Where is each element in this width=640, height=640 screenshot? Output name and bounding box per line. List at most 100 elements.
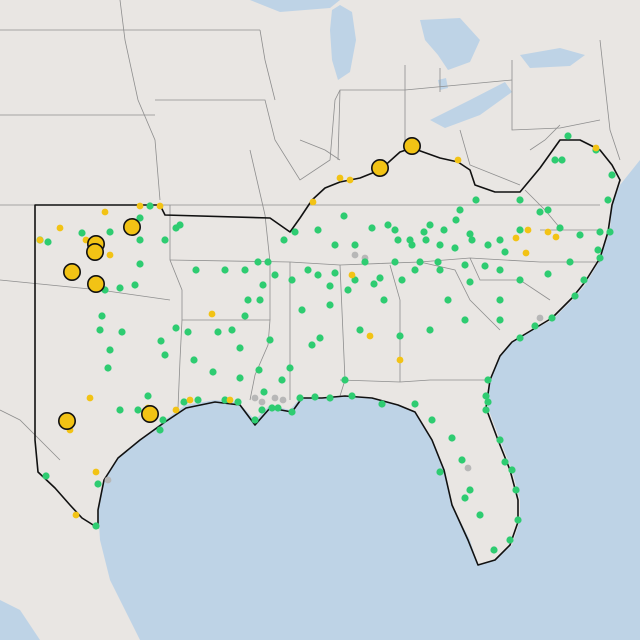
site-marker-green[interactable] (396, 332, 404, 340)
site-marker-large[interactable] (370, 159, 389, 178)
site-marker-green[interactable] (452, 216, 460, 224)
site-marker-green[interactable] (551, 156, 559, 164)
site-marker-green[interactable] (241, 312, 249, 320)
site-marker-green[interactable] (258, 406, 266, 414)
site-marker-green[interactable] (501, 248, 509, 256)
site-marker-green[interactable] (291, 228, 299, 236)
site-marker-green[interactable] (251, 416, 259, 424)
site-marker-green[interactable] (348, 392, 356, 400)
site-marker-green[interactable] (548, 314, 556, 322)
site-marker-green[interactable] (426, 221, 434, 229)
site-marker-green[interactable] (156, 426, 164, 434)
site-marker-green[interactable] (482, 406, 490, 414)
site-marker-green[interactable] (241, 266, 249, 274)
site-marker-green[interactable] (564, 132, 572, 140)
site-marker-yellow[interactable] (346, 176, 354, 184)
site-marker-yellow[interactable] (524, 226, 532, 234)
site-marker-yellow[interactable] (544, 228, 552, 236)
site-marker-green[interactable] (580, 276, 588, 284)
site-marker-green[interactable] (476, 511, 484, 519)
site-marker-green[interactable] (304, 266, 312, 274)
site-marker-green[interactable] (161, 351, 169, 359)
site-marker-green[interactable] (448, 434, 456, 442)
site-marker-green[interactable] (298, 306, 306, 314)
site-marker-green[interactable] (172, 324, 180, 332)
site-marker-yellow[interactable] (186, 396, 194, 404)
site-marker-large[interactable] (123, 218, 142, 237)
site-marker-yellow[interactable] (522, 249, 530, 257)
site-marker-gray[interactable] (251, 394, 259, 402)
site-marker-gray[interactable] (536, 314, 544, 322)
site-marker-large[interactable] (402, 137, 421, 156)
site-marker-green[interactable] (512, 486, 520, 494)
site-marker-green[interactable] (370, 280, 378, 288)
site-marker-green[interactable] (234, 398, 242, 406)
site-marker-green[interactable] (466, 486, 474, 494)
site-marker-gray[interactable] (464, 464, 472, 472)
site-marker-green[interactable] (496, 316, 504, 324)
site-marker-green[interactable] (516, 196, 524, 204)
site-marker-green[interactable] (136, 214, 144, 222)
site-marker-green[interactable] (116, 284, 124, 292)
site-marker-green[interactable] (278, 376, 286, 384)
site-marker-green[interactable] (326, 394, 334, 402)
site-marker-green[interactable] (331, 269, 339, 277)
site-marker-green[interactable] (468, 236, 476, 244)
site-marker-green[interactable] (434, 258, 442, 266)
site-marker-green[interactable] (516, 334, 524, 342)
site-marker-green[interactable] (340, 212, 348, 220)
site-marker-green[interactable] (436, 468, 444, 476)
site-marker-green[interactable] (311, 393, 319, 401)
site-marker-green[interactable] (194, 396, 202, 404)
site-marker-green[interactable] (378, 400, 386, 408)
site-marker-green[interactable] (416, 258, 424, 266)
site-marker-yellow[interactable] (92, 468, 100, 476)
site-marker-green[interactable] (461, 316, 469, 324)
site-marker-green[interactable] (606, 228, 614, 236)
site-marker-green[interactable] (221, 266, 229, 274)
site-marker-large[interactable] (141, 404, 160, 423)
site-marker-green[interactable] (92, 522, 100, 530)
site-marker-green[interactable] (411, 266, 419, 274)
site-marker-green[interactable] (96, 326, 104, 334)
site-marker-green[interactable] (466, 278, 474, 286)
site-marker-green[interactable] (286, 364, 294, 372)
site-marker-yellow[interactable] (36, 236, 44, 244)
site-marker-green[interactable] (288, 276, 296, 284)
site-marker-large[interactable] (62, 262, 81, 281)
site-marker-green[interactable] (461, 261, 469, 269)
site-marker-green[interactable] (484, 398, 492, 406)
site-marker-green[interactable] (106, 228, 114, 236)
site-marker-green[interactable] (104, 364, 112, 372)
site-marker-green[interactable] (98, 312, 106, 320)
site-marker-green[interactable] (566, 258, 574, 266)
site-marker-green[interactable] (326, 282, 334, 290)
site-marker-green[interactable] (314, 271, 322, 279)
site-marker-green[interactable] (228, 326, 236, 334)
site-marker-green[interactable] (484, 241, 492, 249)
site-marker-green[interactable] (159, 416, 167, 424)
site-marker-green[interactable] (116, 406, 124, 414)
site-marker-green[interactable] (544, 270, 552, 278)
site-marker-green[interactable] (368, 224, 376, 232)
site-marker-green[interactable] (514, 516, 522, 524)
site-marker-green[interactable] (482, 392, 490, 400)
site-marker-gray[interactable] (271, 394, 279, 402)
site-marker-yellow[interactable] (336, 174, 344, 182)
site-marker-green[interactable] (266, 336, 274, 344)
site-marker-yellow[interactable] (309, 198, 317, 206)
site-marker-green[interactable] (596, 254, 604, 262)
site-marker-yellow[interactable] (56, 224, 64, 232)
site-marker-green[interactable] (461, 494, 469, 502)
site-marker-yellow[interactable] (348, 271, 356, 279)
site-marker-green[interactable] (571, 292, 579, 300)
site-marker-gray[interactable] (351, 251, 359, 259)
site-marker-green[interactable] (608, 171, 616, 179)
site-marker-green[interactable] (136, 260, 144, 268)
site-marker-gray[interactable] (279, 396, 287, 404)
site-marker-green[interactable] (472, 196, 480, 204)
site-marker-green[interactable] (214, 328, 222, 336)
site-marker-green[interactable] (44, 238, 52, 246)
site-marker-yellow[interactable] (226, 396, 234, 404)
site-marker-green[interactable] (444, 296, 452, 304)
